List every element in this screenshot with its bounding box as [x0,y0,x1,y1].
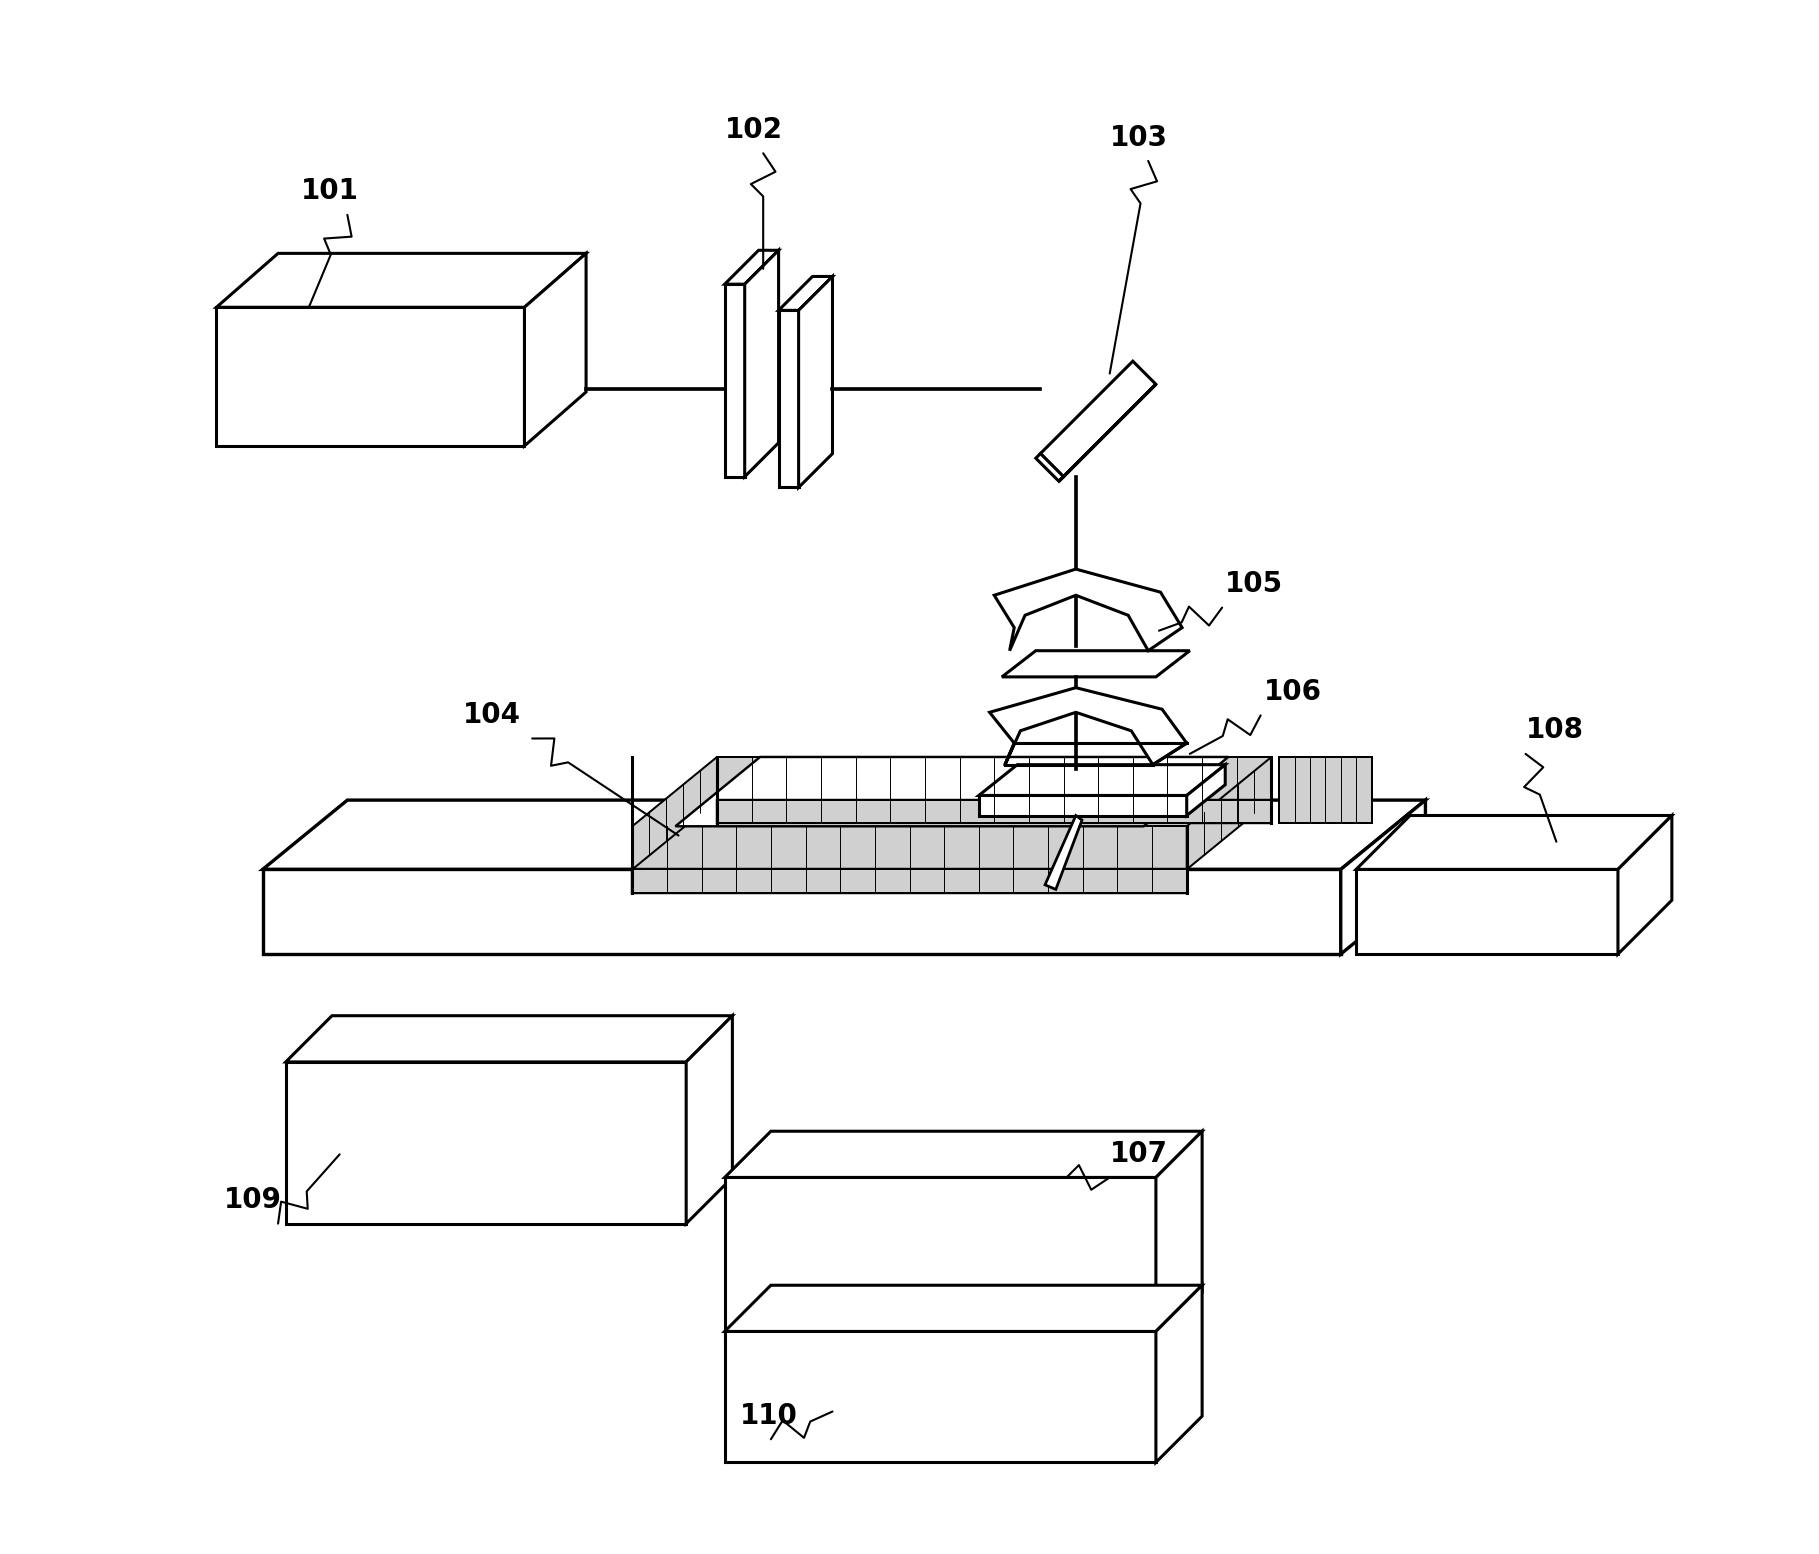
Polygon shape [633,869,1186,892]
Polygon shape [724,1285,1202,1332]
Polygon shape [675,757,1228,827]
Polygon shape [1002,651,1190,678]
Polygon shape [724,1178,1155,1340]
Text: 110: 110 [740,1402,799,1430]
Polygon shape [1186,757,1271,869]
Polygon shape [1341,800,1426,954]
Polygon shape [990,688,1186,765]
Polygon shape [779,277,833,311]
Polygon shape [979,796,1186,816]
Text: 106: 106 [1264,678,1322,706]
Polygon shape [1059,384,1155,482]
Polygon shape [216,253,586,308]
Polygon shape [717,800,1271,824]
Polygon shape [286,1061,686,1223]
Polygon shape [286,1016,733,1061]
Polygon shape [1035,454,1064,482]
Polygon shape [633,757,717,869]
Polygon shape [1357,869,1617,954]
Polygon shape [262,800,1426,869]
Polygon shape [995,569,1182,651]
Polygon shape [1357,816,1672,869]
Polygon shape [799,277,833,488]
Text: 105: 105 [1226,570,1284,598]
Polygon shape [262,869,1341,954]
Polygon shape [724,284,744,477]
Polygon shape [717,757,1271,800]
Polygon shape [633,869,1186,892]
Polygon shape [724,1131,1202,1178]
Polygon shape [686,1016,733,1223]
Polygon shape [717,800,1271,824]
Text: 102: 102 [724,117,782,145]
Text: 104: 104 [462,701,520,729]
Polygon shape [1279,757,1372,824]
Text: 103: 103 [1110,124,1168,152]
Text: 109: 109 [224,1186,282,1214]
Text: 108: 108 [1526,716,1584,744]
Polygon shape [524,253,586,446]
Polygon shape [1155,1285,1202,1462]
Polygon shape [744,250,779,477]
Polygon shape [1155,1131,1202,1340]
Polygon shape [1046,816,1082,889]
Polygon shape [633,827,1186,869]
Polygon shape [724,250,779,284]
Polygon shape [1617,816,1672,954]
Polygon shape [1186,765,1226,816]
Polygon shape [1040,361,1155,477]
Polygon shape [779,311,799,488]
Polygon shape [216,308,524,446]
Text: 107: 107 [1110,1141,1168,1169]
Polygon shape [979,765,1226,796]
Text: 101: 101 [302,177,358,205]
Polygon shape [724,1332,1155,1462]
